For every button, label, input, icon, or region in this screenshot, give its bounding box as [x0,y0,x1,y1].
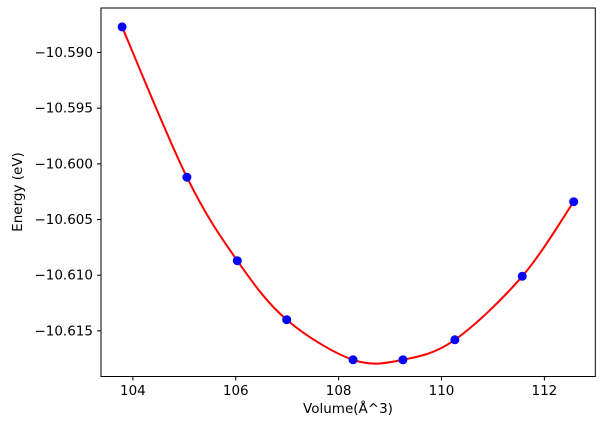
x-axis-ticks: 104 106 108 110 112 [120,376,557,399]
x-tick-label: 104 [120,383,146,399]
y-tick-label: −10.600 [34,156,93,172]
y-axis-ticks: −10.590 −10.595 −10.600 −10.605 −10.610 −10.6… [34,45,101,339]
y-tick-label: −10.615 [34,323,93,339]
y-tick-label: −10.605 [34,212,93,228]
y-tick-label: −10.610 [34,268,93,284]
fit-curve-line [121,25,575,365]
data-point-marker [348,355,358,365]
data-point-marker [182,172,192,182]
x-tick-label: 108 [326,383,352,399]
data-point-marker [232,256,242,266]
y-tick-label: −10.590 [34,45,93,61]
plot-border [100,7,596,377]
y-axis-label: Energy (eV) [10,152,26,232]
data-point-marker [517,271,527,281]
x-tick-label: 110 [429,383,455,399]
x-tick-label: 106 [223,383,249,399]
x-tick-label: 112 [531,383,557,399]
series-layer [117,22,579,365]
data-point-marker [450,335,460,345]
y-tick-label: −10.595 [34,101,93,117]
x-axis-label: Volume(Å^3) [303,400,393,417]
data-point-marker [117,22,127,32]
data-point-marker [398,355,408,365]
data-point-marker [569,197,579,207]
data-point-marker [282,315,292,325]
